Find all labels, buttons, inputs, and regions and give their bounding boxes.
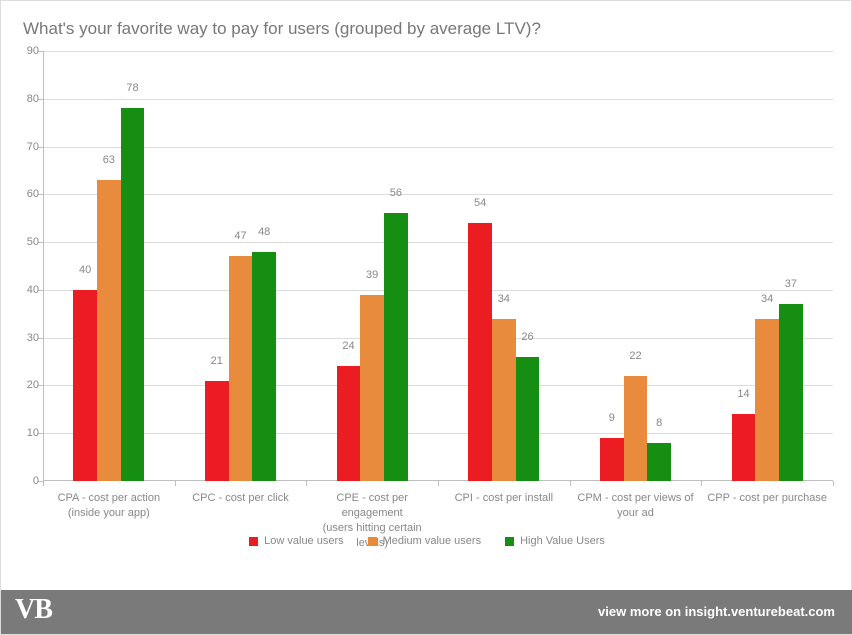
y-tick-label: 0 [13,475,39,487]
bar [229,256,253,481]
x-tick [833,481,834,486]
y-tick-label: 20 [13,379,39,391]
category-label: CPI - cost per install [438,481,570,506]
y-tick-label: 60 [13,188,39,200]
gridline [43,338,833,339]
bar [516,357,540,481]
y-tick-label: 90 [13,45,39,57]
chart-plot-area: 0102030405060708090406378CPA - cost per … [43,51,833,481]
bar-value-label: 26 [512,331,544,343]
legend-label: High Value Users [520,535,605,547]
bar-value-label: 56 [380,187,412,199]
bar [468,223,492,481]
legend-swatch [249,537,258,546]
bar-value-label: 34 [751,293,783,305]
y-tick-label: 40 [13,284,39,296]
y-axis [43,51,44,481]
gridline [43,147,833,148]
bar-value-label: 48 [248,226,280,238]
bar [755,319,779,481]
gridline [43,433,833,434]
vb-logo: VB [15,594,52,626]
bar-value-label: 37 [775,278,807,290]
bar [337,366,361,481]
legend-item: Medium value users [368,535,481,547]
legend-item: High Value Users [505,535,605,547]
chart-title: What's your favorite way to pay for user… [23,19,541,39]
legend-item: Low value users [249,535,344,547]
bar [779,304,803,481]
bar [73,290,97,481]
gridline [43,385,833,386]
gridline [43,51,833,52]
legend-swatch [505,537,514,546]
legend-label: Medium value users [383,535,481,547]
y-tick-label: 50 [13,236,39,248]
bar [492,319,516,481]
bar-value-label: 78 [117,82,149,94]
gridline [43,290,833,291]
chart-card: What's your favorite way to pay for user… [0,0,852,635]
chart-legend: Low value users Medium value users High Va… [1,531,852,549]
category-label: CPA - cost per action(inside your app) [43,481,175,521]
y-tick-label: 30 [13,332,39,344]
bar [360,295,384,481]
bar-value-label: 8 [643,417,675,429]
bar [121,108,145,481]
gridline [43,242,833,243]
bar [732,414,756,481]
bar [97,180,121,481]
bar [600,438,624,481]
bar-value-label: 54 [464,197,496,209]
y-tick-label: 80 [13,93,39,105]
footer-bar: VB view more on insight.venturebeat.com [1,590,852,634]
y-tick-label: 70 [13,141,39,153]
category-label: CPP - cost per purchase [701,481,833,506]
bar [205,381,229,481]
bar [384,213,408,481]
legend-label: Low value users [264,535,344,547]
legend-swatch [368,537,377,546]
gridline [43,194,833,195]
bar-value-label: 34 [488,293,520,305]
y-tick-label: 10 [13,427,39,439]
bar [647,443,671,481]
footer-link-text: view more on insight.venturebeat.com [598,604,835,619]
bar [252,252,276,481]
category-label: CPM - cost per views ofyour ad [570,481,702,521]
bar-value-label: 22 [620,350,652,362]
category-label: CPC - cost per click [175,481,307,506]
gridline [43,99,833,100]
